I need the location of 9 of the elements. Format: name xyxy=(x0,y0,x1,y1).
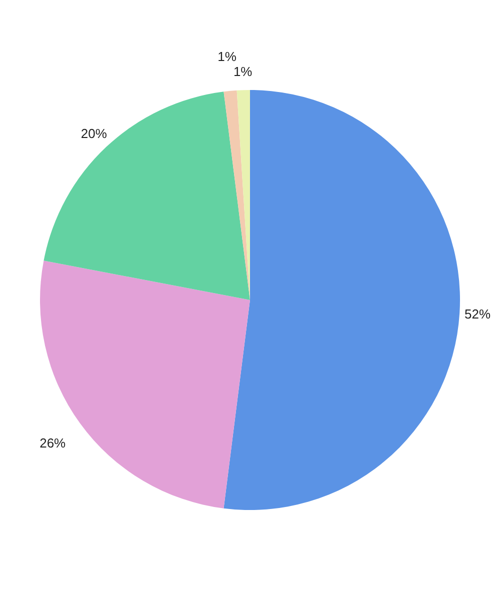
data-label: 20% xyxy=(80,126,108,141)
pie-slice xyxy=(40,260,250,508)
data-label: 52% xyxy=(464,306,491,322)
pie-slice xyxy=(224,90,460,510)
data-label: 26% xyxy=(40,435,66,450)
pie-slice xyxy=(44,92,250,300)
data-label: 1% xyxy=(233,64,253,80)
pie-slice xyxy=(224,90,250,300)
data-label: 1% xyxy=(218,49,237,64)
